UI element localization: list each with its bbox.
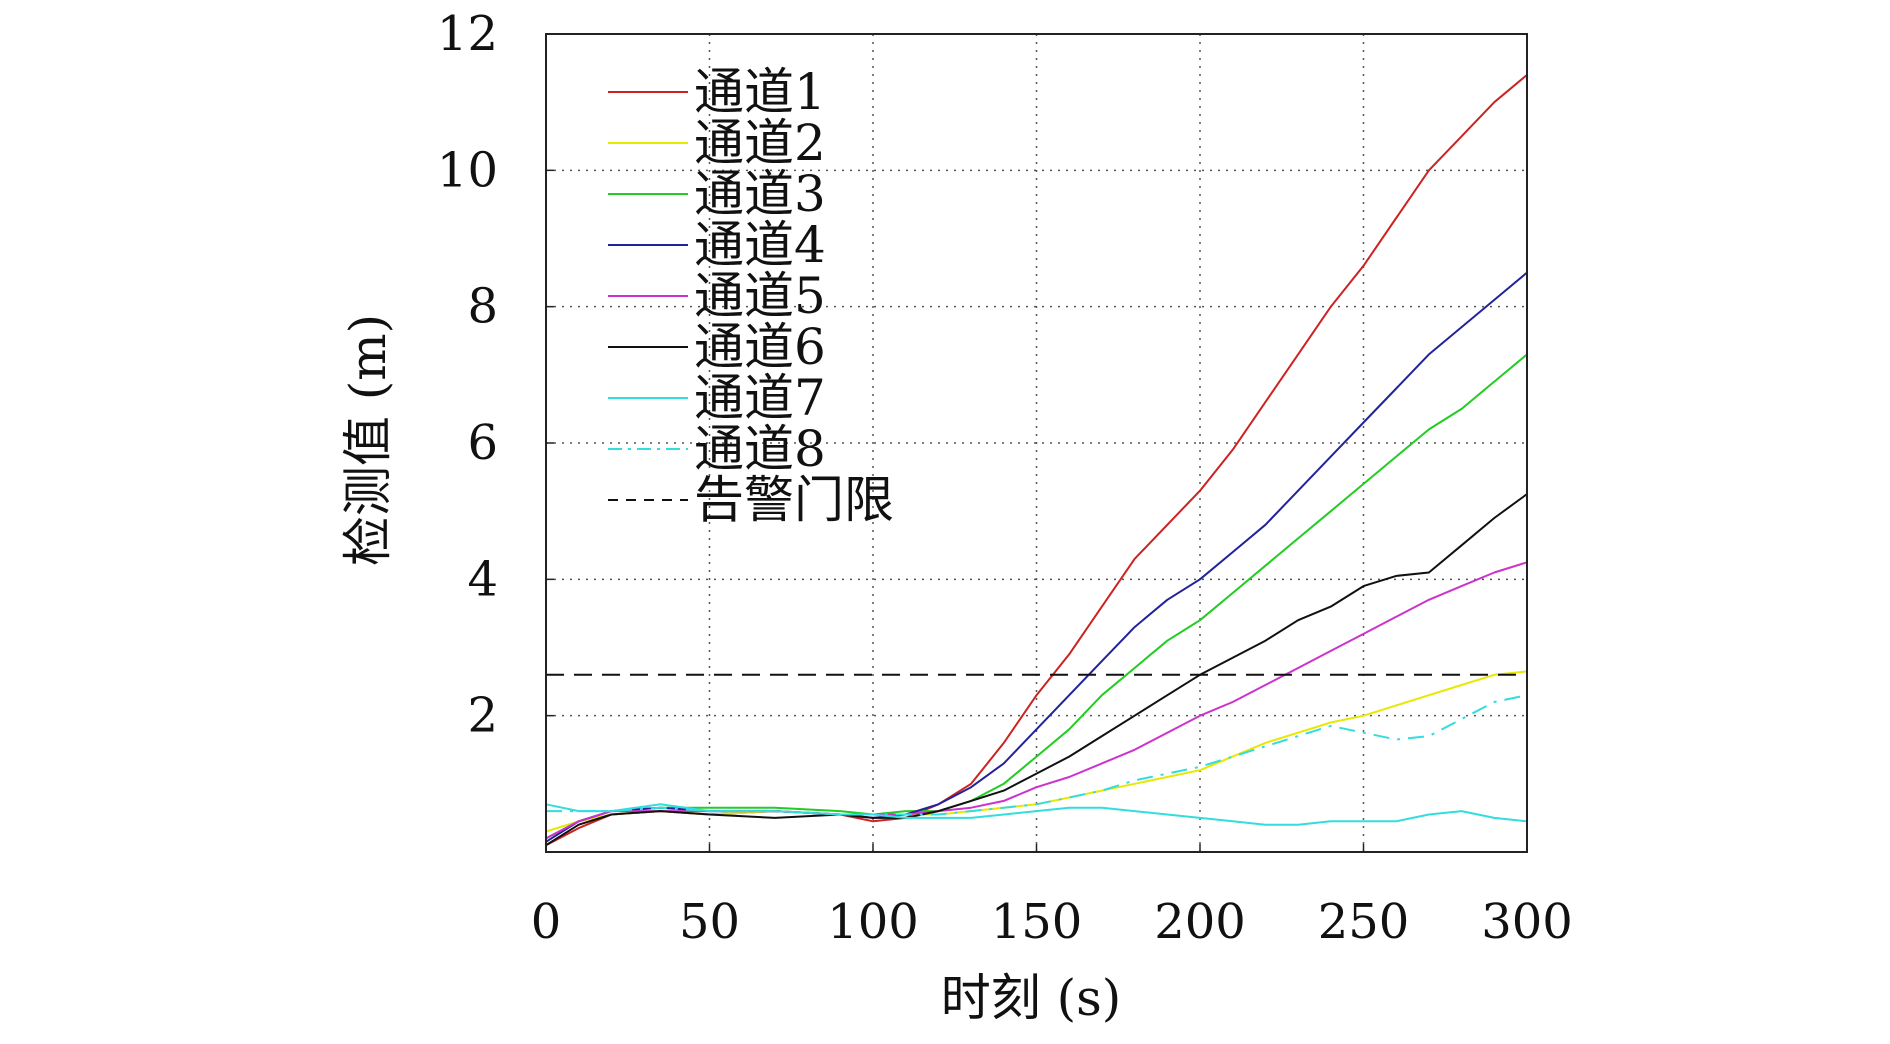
series-lines <box>545 74 1528 847</box>
legend-label: 通道2 <box>694 114 826 172</box>
y-tick-label: 8 <box>467 279 498 335</box>
legend-label: 通道3 <box>694 165 826 223</box>
x-axis-ticks: 0 50 100 150 200 250 300 <box>531 844 1573 950</box>
y-tick-label: 4 <box>467 551 498 607</box>
y-axis-label: 检测值 (m) <box>339 314 397 566</box>
legend-label: 通道1 <box>694 63 826 121</box>
legend-label: 通道5 <box>694 267 826 325</box>
x-tick-label: 0 <box>531 894 562 950</box>
series-line-2 <box>545 670 1528 833</box>
x-tick-label: 300 <box>1481 894 1573 950</box>
legend-label: 通道6 <box>694 318 826 376</box>
y-tick-label: 2 <box>467 688 498 744</box>
y-tick-label: 10 <box>437 142 498 198</box>
series-line-6 <box>545 493 1528 847</box>
y-tick-label: 6 <box>467 415 498 471</box>
series-line-8 <box>546 694 1528 816</box>
x-tick-label: 200 <box>1154 894 1246 950</box>
x-tick-label: 100 <box>827 894 919 950</box>
legend-label: 告警门限 <box>694 471 894 529</box>
y-tick-label: 12 <box>437 6 498 62</box>
y-axis-ticks: 2 4 6 8 10 12 <box>437 6 554 744</box>
x-tick-label: 150 <box>991 894 1083 950</box>
legend-label: 通道4 <box>694 216 826 274</box>
legend-label: 通道8 <box>694 420 826 478</box>
series-line-7 <box>545 803 1528 826</box>
legend-label: 通道7 <box>694 369 826 427</box>
x-axis-label: 时刻 (s) <box>941 969 1122 1027</box>
x-tick-label: 250 <box>1318 894 1410 950</box>
x-tick-label: 50 <box>679 894 740 950</box>
series-line-3 <box>545 353 1528 840</box>
